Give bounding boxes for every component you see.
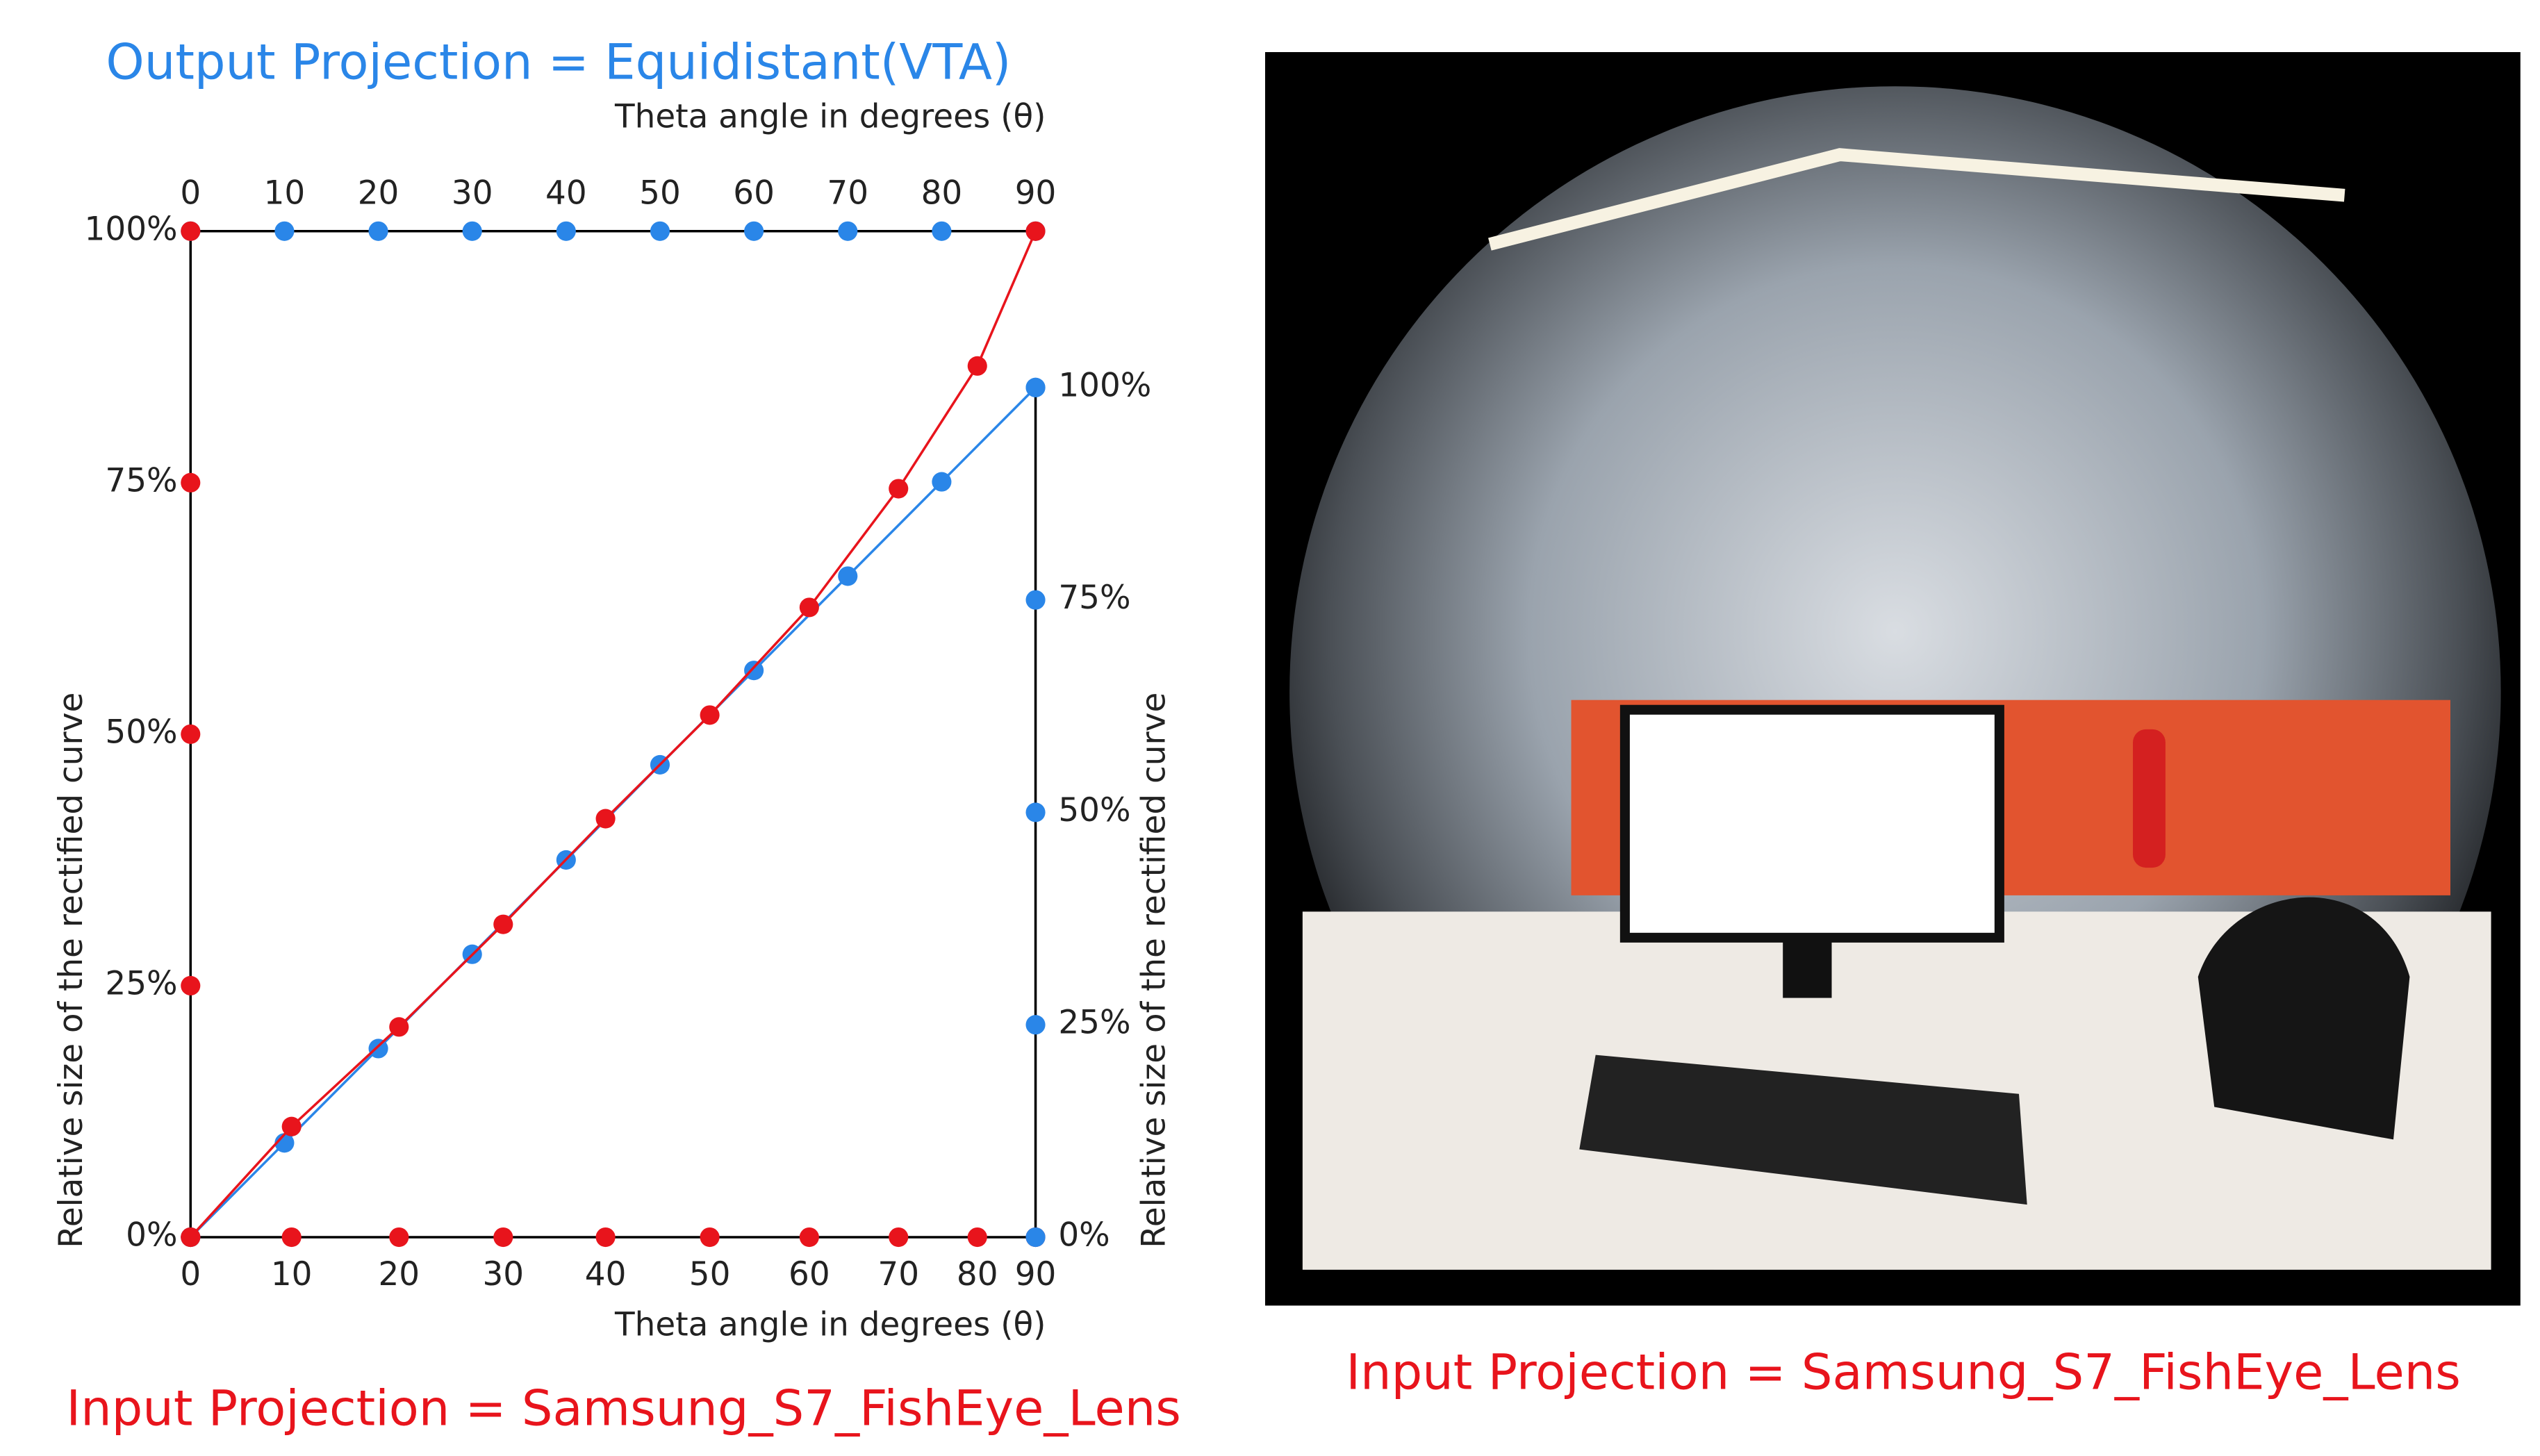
input-caption: Input Projection = Samsung_S7_FishEye_Le… [66, 1380, 1181, 1437]
keyboard [1579, 1054, 2027, 1205]
x-tick-label: 60 [733, 175, 775, 213]
photo [1264, 51, 2521, 1306]
data-point [493, 914, 513, 934]
x-tick-mark [556, 221, 576, 241]
x2-tick-label: 0 [180, 1256, 201, 1293]
y2-tick-mark [1025, 1015, 1046, 1035]
data-point [744, 661, 764, 681]
data-point [181, 1227, 201, 1248]
data-point [967, 356, 987, 376]
data-point [281, 1116, 302, 1136]
x2-tick-label: 30 [482, 1256, 524, 1293]
x2-tick-label: 50 [689, 1256, 731, 1293]
x-tick-label: 10 [264, 175, 306, 213]
x-tick-label: 70 [827, 175, 868, 213]
x-tick-label: 0 [180, 175, 201, 213]
x2-tick-mark [281, 1227, 302, 1248]
top-axis-label: Theta angle in degrees (θ) [614, 99, 1046, 136]
x-tick-mark [462, 221, 482, 241]
x-tick-label: 40 [545, 175, 587, 213]
x-tick-label: 90 [1015, 175, 1057, 213]
data-point [389, 1017, 409, 1037]
curve [189, 231, 1037, 1239]
x2-tick-label: 20 [378, 1256, 420, 1293]
y2-origin-mark [1025, 1227, 1046, 1248]
photo-caption: Input Projection = Samsung_S7_FishEye_Le… [1346, 1344, 2461, 1401]
x-tick-mark [368, 221, 388, 241]
x2-tick-mark [967, 1227, 987, 1248]
monitor [1619, 704, 2004, 943]
x2-tick-mark [595, 1227, 616, 1248]
data-point [889, 479, 909, 499]
data-point [932, 472, 952, 492]
y-tick-mark [181, 724, 201, 744]
y-tick-label: 0% [126, 1217, 177, 1255]
x-tick-mark [744, 221, 764, 241]
data-point [799, 597, 819, 618]
y2-tick-label: 25% [1058, 1004, 1130, 1042]
y-axis-label: Relative size of the rectified curve [53, 693, 90, 1248]
y2-tick-label: 75% [1058, 579, 1130, 617]
y-tick-label: 50% [105, 713, 177, 751]
x2-tick-mark [493, 1227, 513, 1248]
x-tick-label: 20 [358, 175, 399, 213]
x2-tick-label: 10 [271, 1256, 313, 1293]
y2-tick-label: 50% [1058, 792, 1130, 829]
bottom-axis-label: Theta angle in degrees (θ) [614, 1306, 1046, 1343]
chart-title: Output Projection = Equidistant(VTA) [106, 33, 1011, 90]
y-tick-mark [181, 221, 201, 241]
x-tick-mark [932, 221, 952, 241]
bag [2197, 897, 2410, 1140]
data-point [595, 809, 616, 829]
monitor-stand [1783, 941, 1832, 998]
x2-tick-mark [799, 1227, 819, 1248]
x2-tick-mark [389, 1227, 409, 1248]
data-point [1025, 221, 1046, 241]
x2-tick-label: 40 [585, 1256, 627, 1293]
data-point [368, 1039, 388, 1059]
y2-tick-label: 0% [1058, 1217, 1110, 1255]
x-tick-mark [838, 221, 858, 241]
x2-tick-label: 90 [1015, 1256, 1057, 1293]
x2-tick-mark [889, 1227, 909, 1248]
y2-tick-mark [1025, 802, 1046, 822]
x-tick-label: 80 [921, 175, 963, 213]
ceiling-light [1488, 148, 2345, 251]
x-tick-label: 50 [639, 175, 681, 213]
y-tick-mark [181, 975, 201, 996]
x2-tick-label: 80 [957, 1256, 998, 1293]
y-tick-label: 75% [105, 462, 177, 499]
y-tick-label: 25% [105, 965, 177, 1002]
x-tick-mark [650, 221, 670, 241]
data-point [700, 705, 720, 725]
x-tick-mark [274, 221, 295, 241]
x2-tick-label: 70 [877, 1256, 919, 1293]
data-point [838, 566, 858, 586]
y-tick-mark [181, 472, 201, 493]
y2-axis-label: Relative size of the rectified curve [1135, 693, 1173, 1248]
y2-tick-mark [1025, 590, 1046, 610]
y-tick-label: 100% [85, 210, 178, 248]
y2-tick-label: 100% [1058, 367, 1151, 404]
data-point [1025, 377, 1046, 397]
x-tick-label: 30 [452, 175, 493, 213]
x2-tick-mark [700, 1227, 720, 1248]
bottle [2133, 729, 2166, 868]
x2-tick-label: 60 [789, 1256, 830, 1293]
